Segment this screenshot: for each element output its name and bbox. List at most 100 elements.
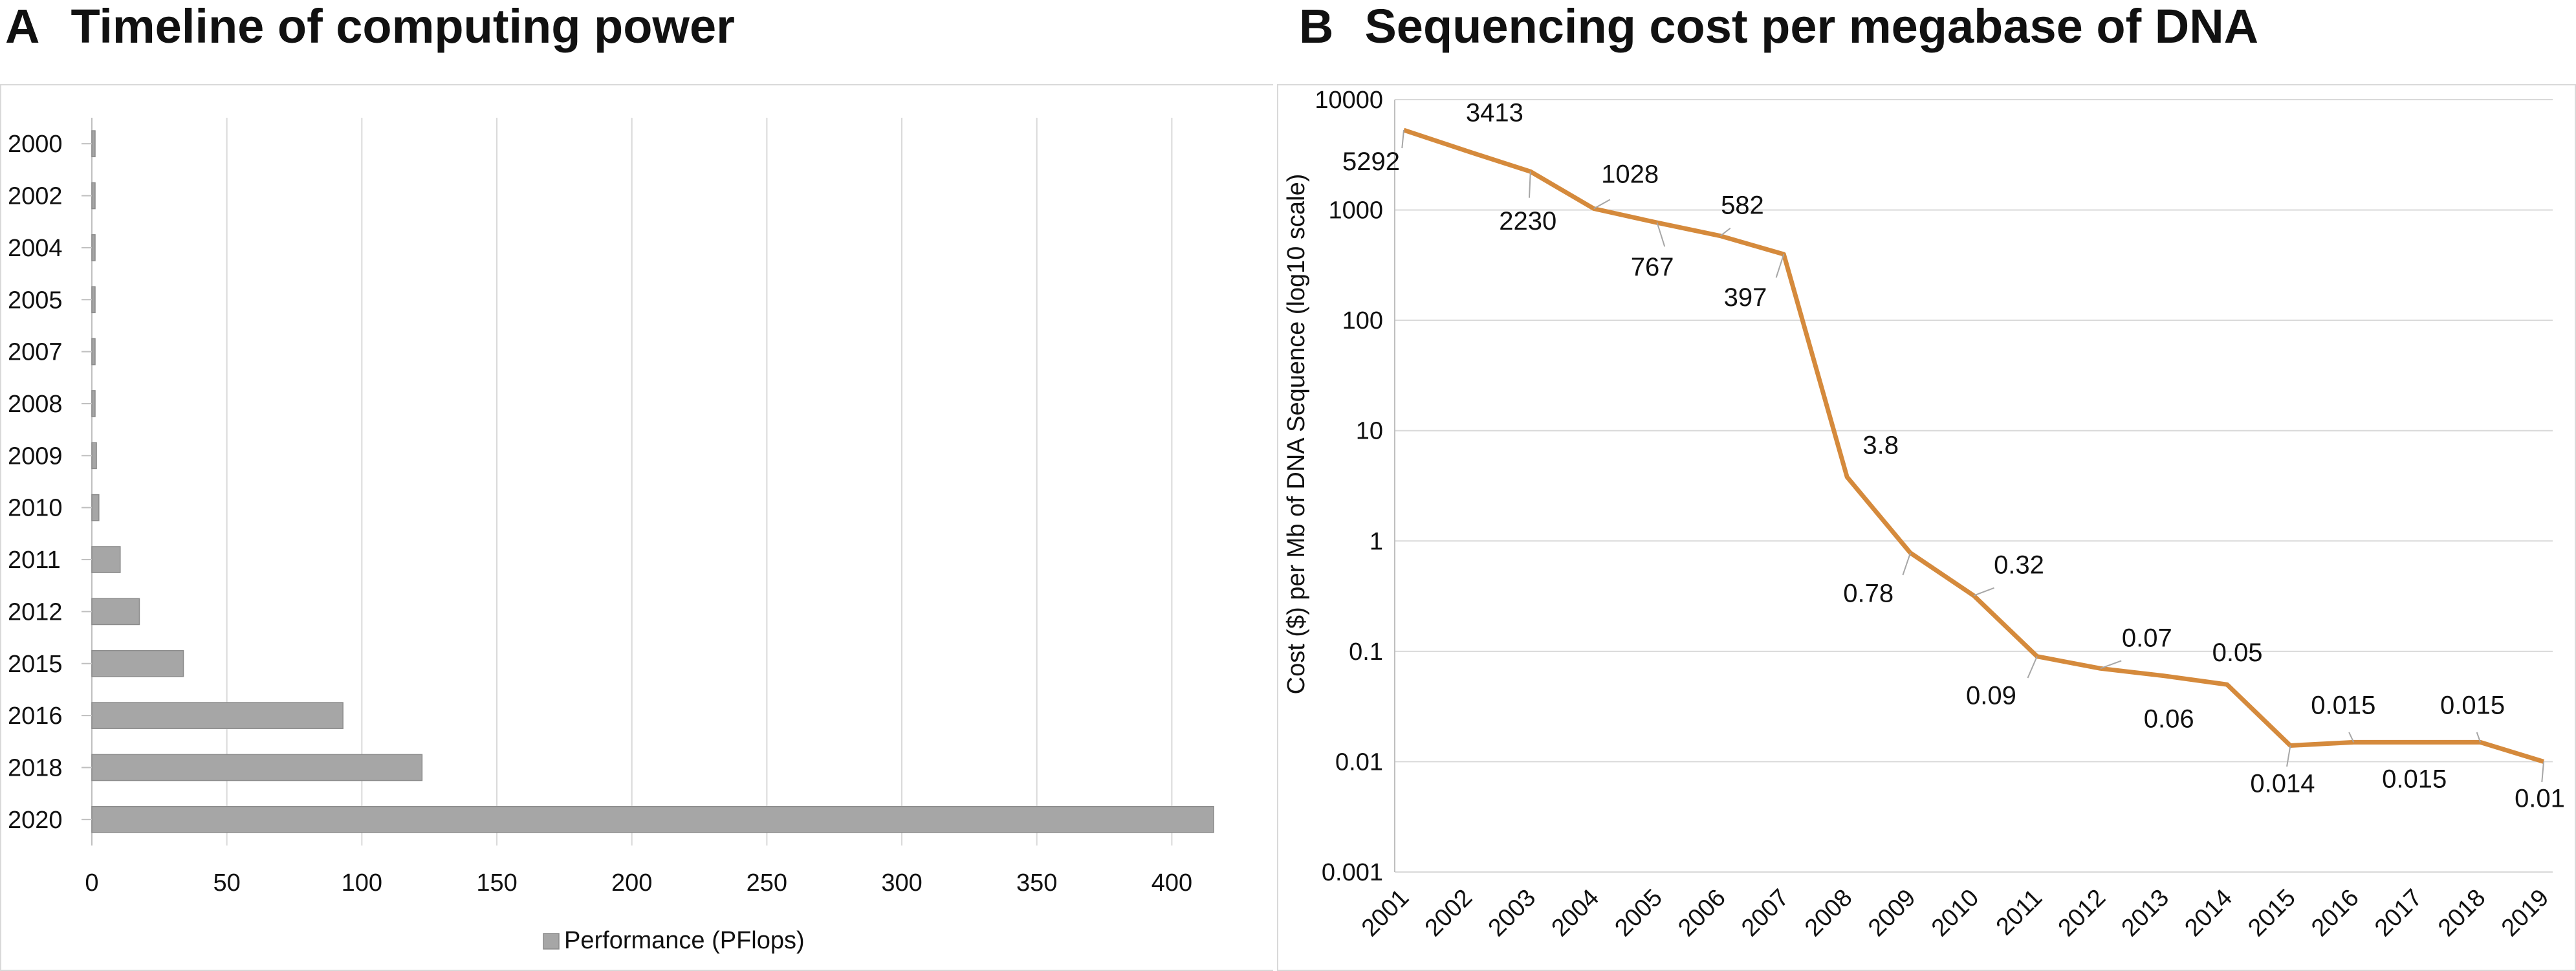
x-tick-label: 2009 [1863,884,1921,942]
y-tick-label: 2009 [8,442,63,470]
x-tick-label: 2015 [2243,884,2300,942]
y-tick-label: 2016 [8,703,63,730]
x-tick-label: 200 [611,869,652,897]
y-tick-label: 0.001 [1322,859,1383,886]
x-tick-label: 2019 [2496,884,2554,942]
data-label-leader [1973,587,1994,596]
data-label-2003: 2230 [1499,207,1556,235]
bar-2004 [91,234,96,261]
y-tick-label: 2010 [8,495,63,522]
data-label-2011: 0.09 [1966,682,2016,710]
data-label-leader [1593,199,1611,210]
x-tick-label: 2007 [1736,884,1794,942]
bar-2000 [91,130,96,158]
data-label-leader [1528,171,1531,198]
y-axis-label: Cost ($) per Mb of DNA Sequence (log10 s… [1283,174,1310,695]
data-label-2007: 397 [1724,283,1767,312]
y-tick-label: 10 [1356,418,1383,445]
data-label-2019: 0.01 [2515,784,2565,813]
data-label-2015: 0.014 [2250,770,2315,798]
y-tick-label: 2004 [8,235,63,262]
panel-b-title: B Sequencing cost per megabase of DNA [1299,0,2259,53]
y-tick-label: 100 [1342,307,1383,334]
bar-2005 [91,286,96,314]
x-tick-label: 2014 [2179,884,2237,942]
bar-2012 [91,598,140,626]
computing-power-chart: 0 50 100 150 200 250 300 350 400 2000 2002 2004 2005… [8,118,1214,954]
x-tick-label: 2013 [2117,884,2174,942]
data-label-2016: 0.015 [2311,691,2375,719]
y-tick-label: 2012 [8,598,63,626]
data-label-2014: 0.05 [2212,638,2263,667]
sequencing-cost-chart: 10000 1000 100 10 1 0.1 0.01 0.001 Cost ($) per … [1283,87,2565,942]
data-label-leader [1401,130,1404,149]
y-tick-label: 2020 [8,807,63,834]
data-label-2012: 0.07 [2122,624,2172,652]
bar-2007 [91,338,96,365]
x-tick-label: 350 [1016,869,1057,897]
x-tick-label: 2002 [1420,884,1478,942]
data-label-leader [2541,761,2544,783]
data-label-2001: 5292 [1342,147,1400,176]
data-label-leader [2476,732,2482,743]
data-label-leader [2348,732,2355,743]
data-label-leader [1902,552,1912,576]
x-tick-label: 2005 [1610,884,1667,942]
y-tick-label: 0.01 [1335,748,1383,776]
data-label-2009: 0.78 [1843,580,1894,608]
x-tick-label: 2004 [1547,884,1604,942]
x-tick-label: 2016 [2306,884,2364,942]
data-label-leader [1656,222,1666,247]
y-tick-label: 2005 [8,287,63,314]
sequencing-cost-chart-frame: 10000 1000 100 10 1 0.1 0.01 0.001 Cost ($) per … [1277,84,2576,971]
x-tick-label: 50 [213,869,241,897]
y-tick-label: 1000 [1328,197,1383,224]
bar-2002 [91,182,96,210]
x-tick-label: 400 [1152,869,1192,897]
panel-a-title-text: Timeline of computing power [71,0,735,53]
data-label-leader [2100,660,2122,670]
bar-2020 [91,805,1214,833]
data-label-2017: 0.015 [2382,765,2447,793]
y-tick-label: 2007 [8,339,63,366]
panel-b-letter: B [1299,0,1334,53]
x-tick-label: 150 [476,869,517,897]
y-tick-label: 2011 [8,547,61,574]
computing-power-chart-frame: 0 50 100 150 200 250 300 350 400 2000 2002 2004 2005… [0,84,1273,971]
y-tick-label: 2015 [8,651,63,678]
y-tick-label: 0.1 [1349,638,1383,666]
legend-swatch [543,933,560,950]
data-label-leader [2286,745,2291,767]
bar-2009 [91,442,97,470]
data-label-leader [2027,656,2038,679]
x-tick-label: 2001 [1357,884,1414,942]
bar-2018 [91,754,423,781]
cost-series-line [1403,127,2545,764]
data-label-leader [1719,227,1731,237]
panel-a-letter: A [5,0,40,53]
x-tick-label: 2010 [1927,884,1984,942]
data-label-2008: 3.8 [1862,431,1899,459]
x-tick-label: 100 [342,869,382,897]
data-label-2002: 3413 [1466,99,1523,127]
legend-label: Performance (PFlops) [564,927,805,954]
panel-a-title: A Timeline of computing power [5,0,735,53]
x-tick-label: 2008 [1800,884,1857,942]
panel-b-title-text: Sequencing cost per megabase of DNA [1364,0,2259,53]
y-tick-label: 2000 [8,131,63,158]
bar-2016 [91,702,344,729]
x-tick-label: 2006 [1673,884,1730,942]
data-label-2004: 1028 [1601,160,1659,189]
y-tick-label: 2002 [8,183,63,210]
bar-2015 [91,649,184,677]
x-tick-label: 300 [881,869,922,897]
x-tick-label: 2012 [2053,884,2111,942]
x-tick-label: 250 [747,869,787,897]
bar-2008 [91,390,96,417]
data-label-2006: 582 [1721,191,1764,220]
x-tick-label: 2018 [2433,884,2491,942]
data-label-2013: 0.06 [2144,705,2194,734]
y-tick-label: 10000 [1315,87,1383,114]
data-label-2018: 0.015 [2440,691,2505,719]
data-label-leader [1775,254,1785,278]
